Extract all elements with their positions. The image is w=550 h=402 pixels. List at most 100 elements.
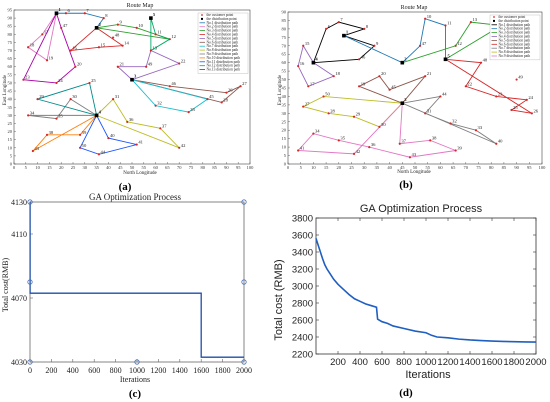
y-tick-label-a: 80 [8,32,13,37]
customer-point-label-b: 18 [335,71,340,76]
customer-point-label-b: 36 [371,142,376,147]
x-tick-label-a: 50 [130,165,135,170]
x-axis-label-c: Iterations [120,375,150,384]
x-tick-label-d: 200 [330,357,346,368]
customer-point-label-b: 12 [457,41,462,46]
distribution-point-b [311,60,316,65]
customer-point-a [97,153,101,156]
customer-point-label-b: 25 [513,105,518,110]
y-tick-label-a: 95 [8,8,13,13]
distribution-point-a [94,26,99,30]
customer-point-label-a: 41 [138,140,143,145]
x-tick-label-a: 90 [224,165,229,170]
distribution-point-a [54,11,59,16]
route-path-a [96,98,180,149]
customer-point-b [439,95,442,98]
y-tick-label-b: 0 [284,162,287,167]
route-path-a [79,115,137,155]
customer-point-label-a: 11 [157,29,162,34]
y-tick-label-a: 90 [8,16,13,21]
legend-entry-a: No.3 distribution path [207,29,239,33]
customer-point-b [322,95,325,98]
customer-point-label-a: 6 [68,8,71,13]
y-tick-label-a: 60 [8,64,13,69]
customer-point-b [424,17,427,20]
distribution-point-b [400,60,405,65]
customer-point-b [474,129,478,132]
legend-entry-a: the customer point [207,13,234,17]
y-tick-label-b: 35 [282,102,287,107]
customer-point-label-b: 49 [518,75,523,80]
customer-point-a [135,26,138,29]
customer-point-a [154,104,157,107]
y-tick-label-c: 4110 [11,230,27,239]
y-tick-label-b: 45 [282,86,287,91]
legend-entry-b: No.2 distribution path [499,27,531,31]
y-tick-label-b: 20 [282,128,287,133]
y-tick-label-d: 2600 [292,316,313,327]
cost-marker-c [27,279,33,285]
route-map-chart-a: Route Map 0 5 10 15 20 25 30 35 40 45 50 55 60 65 70 75… [0,0,276,200]
x-tick-label-b: 0 [287,165,290,170]
x-tick-label-d: 400 [352,357,368,368]
y-tick-label-b: 60 [282,60,287,65]
legend-entry-a: No.5 distribution path [207,36,239,40]
customer-point-a [107,136,110,140]
customer-point-label-a: 45 [209,94,214,99]
route-path-a [22,13,76,84]
customer-point-b [307,85,310,88]
customer-point-label-a: 49 [148,62,153,67]
customer-point-b [358,85,361,88]
x-tick-label-d: 1600 [481,357,502,368]
customer-point-b [388,88,391,91]
customer-point-b [454,44,457,47]
customer-point-label-b: 9 [376,41,379,46]
x-tick-label-c: 800 [110,366,122,375]
customer-point-label-a: 25 [91,78,96,83]
customer-point-a [55,81,58,85]
legend-entry-b: No.8 distribution path [499,50,531,54]
customer-point-label-a: 21 [119,62,124,67]
customer-point-label-a: 50 [82,143,87,148]
cost-marker-c [241,359,247,365]
customer-point-label-b: 38 [432,135,437,140]
customer-point-label-a: 26 [228,88,233,93]
customer-point-b [302,44,305,47]
customer-point-label-a: 16 [72,46,77,51]
legend-swatch-b [493,16,495,18]
distribution-point-label-a: 1 [58,7,61,12]
customer-point-a [116,65,119,68]
route-path-a [116,49,181,81]
customer-point-label-b: 30 [381,122,386,127]
customer-point-b [332,75,335,78]
x-tick-label-a: 25 [71,165,76,170]
legend-entry-b: No.5 distribution path [499,38,531,42]
route-path-a [96,24,170,40]
customer-point-a [78,133,82,136]
customer-point-b [424,75,427,78]
chart-title-d: GA Optimization Process [360,203,483,215]
y-tick-label-b: 90 [282,10,287,15]
y-tick-label-d: 3600 [292,231,313,242]
y-tick-label-c: 4030 [11,358,27,367]
ga-cost-chart-c: GA Optimization Process 0 200 400 600 800 100… [1,192,252,400]
legend-entry-a: No.12 distribution path [207,64,241,68]
x-tick-label-c: 2000 [236,366,252,375]
customer-point-label-a: 38 [49,130,54,135]
y-tick-label-b: 70 [282,43,287,48]
ga-process-panel-d: GA Optimization Process 200 400 600 800 1000… [273,196,550,402]
customer-point-label-a: 18 [30,42,35,47]
customer-point-label-b: 42 [356,149,361,154]
legend-entry-b: No.9 distribution path [499,54,531,58]
customer-point-label-a: 40 [110,133,115,138]
y-tick-label-a: 20 [8,129,13,134]
y-tick-label-a: 50 [8,80,13,85]
y-tick-label-a: 10 [8,145,13,150]
legend-entry-a: No.1 distribution path [207,21,239,25]
customer-point-label-b: 41 [300,145,305,150]
customer-point-b [510,108,513,112]
y-tick-label-a: 0 [10,162,13,167]
x-tick-label-a: 80 [201,165,206,170]
ga-cost-chart-d: GA Optimization Process 200 400 600 800 1000… [273,203,547,399]
ga-process-panel-c: GA Optimization Process 0 200 400 600 800 100… [0,190,270,402]
